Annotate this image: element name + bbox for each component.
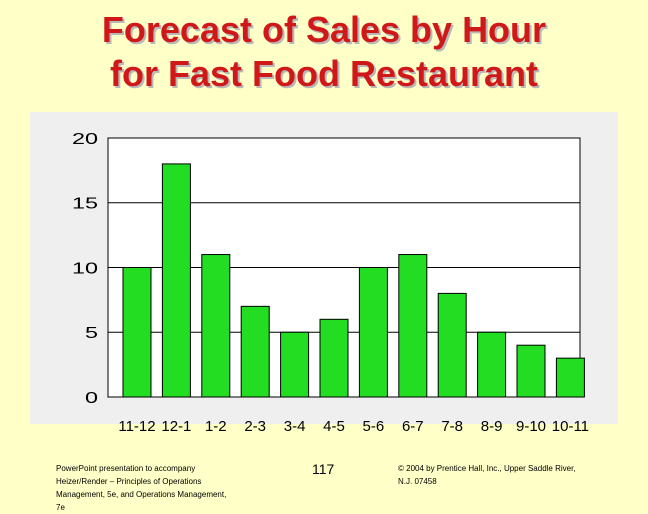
x-tick-label: 11-12 xyxy=(118,418,155,435)
bar xyxy=(240,305,270,398)
y-tick-label: 5 xyxy=(85,325,98,342)
slide-title: Forecast of Sales by Hour for Fast Food … xyxy=(0,8,648,96)
x-tick-label: 10-11 xyxy=(552,418,589,435)
footer-credit: PowerPoint presentation to accompany Hei… xyxy=(56,462,256,514)
bar xyxy=(319,318,349,398)
footer-credit-line-4: 7e xyxy=(56,503,65,512)
x-tick-label: 3-4 xyxy=(284,418,306,435)
bar xyxy=(201,254,231,398)
x-axis-ticks: 11-12 12-1 1-2 2-3 3-4 4-5 5-6 6-7 7-8 8-9 9-10 10-… xyxy=(118,418,589,435)
x-tick-label: 12-1 xyxy=(161,418,191,435)
y-axis-ticks: 0 5 10 15 20 xyxy=(72,131,98,407)
bar xyxy=(477,331,507,398)
bar xyxy=(122,267,152,398)
footer-copyright-line-1: © 2004 by Prentice Hall, Inc., Upper Sad… xyxy=(398,464,576,473)
footer-credit-line-1: PowerPoint presentation to accompany xyxy=(56,464,196,473)
x-tick-label: 4-5 xyxy=(323,418,345,435)
bars xyxy=(122,163,585,398)
y-tick-label: 20 xyxy=(72,131,98,148)
footer-copyright: © 2004 by Prentice Hall, Inc., Upper Sad… xyxy=(398,462,638,488)
title-line-1: Forecast of Sales by Hour xyxy=(101,9,547,50)
footer-credit-line-3: Management, 5e, and Operations Managemen… xyxy=(56,490,227,499)
page-number: 117 xyxy=(312,461,335,477)
bar xyxy=(280,331,310,398)
x-tick-label: 5-6 xyxy=(363,418,385,435)
y-tick-label: 15 xyxy=(72,196,98,213)
bar xyxy=(358,267,388,398)
x-tick-label: 9-10 xyxy=(516,418,546,435)
title-line-2: for Fast Food Restaurant xyxy=(109,53,539,94)
bar xyxy=(516,344,546,398)
bar xyxy=(161,163,191,398)
x-tick-label: 6-7 xyxy=(402,418,424,435)
y-tick-label: 0 xyxy=(85,390,98,407)
footer-credit-line-2: Heizer/Render – Principles of Operations xyxy=(56,477,202,486)
x-tick-label: 8-9 xyxy=(481,418,503,435)
footer-copyright-line-2: N.J. 07458 xyxy=(398,477,437,486)
bar xyxy=(555,357,585,398)
x-tick-label: 2-3 xyxy=(244,418,266,435)
y-tick-label: 10 xyxy=(72,260,98,277)
bar xyxy=(398,254,428,398)
x-tick-label: 1-2 xyxy=(205,418,227,435)
bar xyxy=(437,292,467,398)
x-tick-label: 7-8 xyxy=(441,418,463,435)
